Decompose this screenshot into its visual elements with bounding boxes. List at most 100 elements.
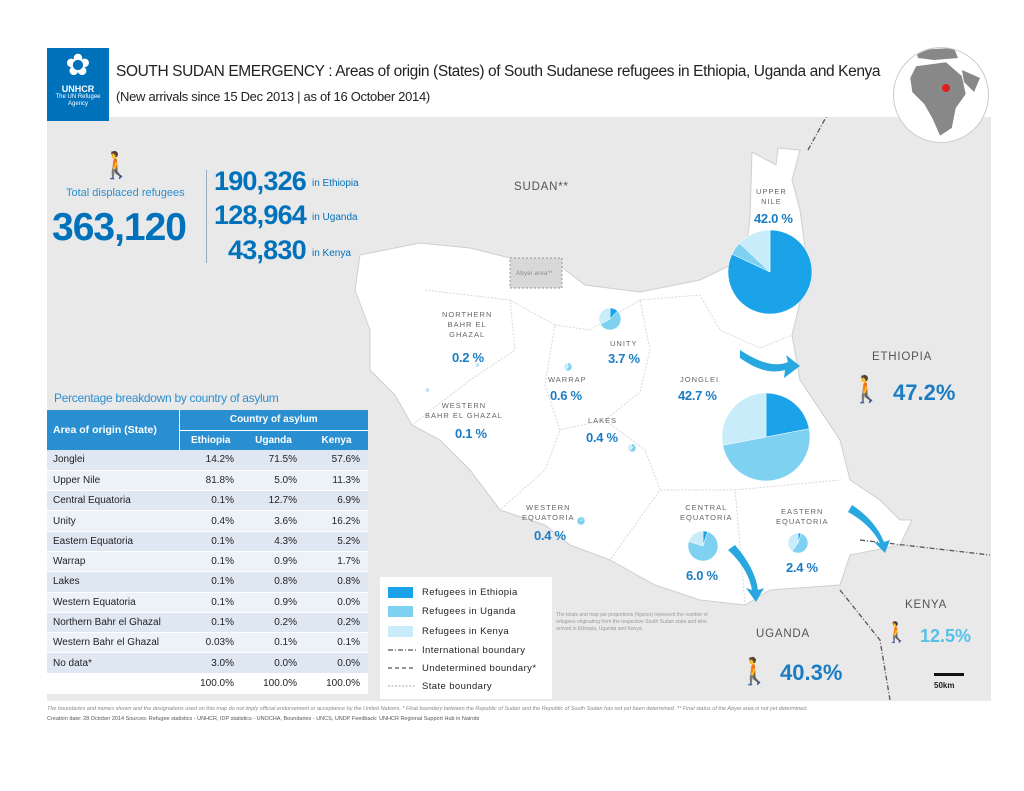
locator-globe	[893, 47, 989, 143]
europe-shape	[916, 48, 958, 60]
table-title: Percentage breakdown by country of asylu…	[54, 391, 279, 405]
legend-ethiopia: Refugees in Ethiopia	[422, 587, 518, 598]
south-sudan-marker	[942, 84, 950, 92]
state-share-warrap: 0.6 %	[550, 388, 582, 403]
legend-swatch-kenya	[388, 626, 413, 637]
logo-name: UNHCR	[61, 84, 95, 94]
kenya-count-label: in Kenya	[312, 248, 351, 259]
state-label-upper-nile: UPPER NILE	[756, 187, 787, 206]
pie-slice-central-equatoria	[688, 530, 704, 547]
cell-area: Western Equatoria	[47, 592, 179, 613]
cell-value: 5.0%	[242, 470, 305, 492]
page-subtitle: (New arrivals since 15 Dec 2013 | as of …	[116, 89, 430, 104]
cell-value: 71.5%	[242, 450, 305, 471]
state-label-unity: UNITY	[610, 339, 638, 348]
pie-slice-warrap	[563, 362, 569, 371]
disclaimer: The boundaries and names shown and the d…	[47, 706, 808, 712]
table-row: Central Equatoria 0.1% 12.7% 6.9%	[47, 490, 368, 512]
cell-area: No data*	[47, 652, 179, 674]
cell-value: 0.1%	[179, 490, 242, 512]
legend-uganda: Refugees in Uganda	[422, 606, 516, 617]
cell-value: 0.4%	[179, 510, 242, 532]
state-share-upper-nile: 42.0 %	[754, 211, 793, 226]
cell-value: 0.1%	[179, 592, 242, 613]
pie-slice-jonglei	[721, 392, 767, 446]
cell-value: 0.1%	[179, 531, 242, 552]
ethiopia-count: 190,326	[214, 166, 307, 196]
ethiopia-count-label: in Ethiopia	[312, 178, 359, 189]
pie-slice-eastern-equatoria	[787, 532, 799, 552]
table-row: Jonglei 14.2% 71.5% 57.6%	[47, 450, 368, 471]
uganda-count: 128,964	[214, 200, 307, 230]
breakdown-table: Area of origin (State) Country of asylum…	[47, 410, 368, 695]
state-share-eastern-equatoria: 2.4 %	[786, 560, 818, 575]
logo-subtitle: The UN Refugee Agency	[55, 94, 101, 107]
table-row: Lakes 0.1% 0.8% 0.8%	[47, 571, 368, 593]
state-share-central-equatoria: 6.0 %	[686, 568, 718, 583]
cell-area: Jonglei	[47, 450, 179, 471]
uganda-count-label: in Uganda	[312, 212, 358, 223]
pie-slice-lakes	[627, 443, 633, 452]
header-uganda: Uganda	[242, 430, 305, 450]
table-row: Unity 0.4% 3.6% 16.2%	[47, 510, 368, 532]
unhcr-logo: ✿ UNHCR The UN Refugee Agency	[47, 48, 109, 121]
flow-arrows	[728, 350, 890, 602]
state-label-western-bahr-el-ghazal: WESTERN BAHR EL GHAZAL	[425, 401, 503, 420]
state-boundaries	[411, 289, 841, 606]
cell-value: 12.7%	[242, 490, 305, 512]
kenya-label: KENYA	[905, 599, 948, 611]
legend-swatch-uganda	[388, 606, 413, 617]
scale-bar	[934, 673, 964, 676]
cell-value: 0.1%	[179, 612, 242, 634]
state-pies	[424, 229, 813, 562]
cell-empty	[47, 673, 179, 695]
state-label-western-equatoria: WESTERN EQUATORIA	[522, 503, 575, 522]
credits: Creation date: 28 October 2014 Sources: …	[47, 716, 480, 722]
state-share-jonglei: 42.7 %	[678, 388, 717, 403]
table-total-row: 100.0% 100.0% 100.0%	[47, 673, 368, 695]
cell-area: Central Equatoria	[47, 490, 179, 512]
state-share-western-bahr-el-ghazal: 0.1 %	[455, 426, 487, 441]
table-body: Jonglei 14.2% 71.5% 57.6% Upper Nile 81.8% 5.0…	[47, 450, 368, 695]
page-title: SOUTH SUDAN EMERGENCY : Areas of origin …	[116, 63, 881, 80]
cell-value: 0.8%	[305, 571, 368, 593]
cell-value: 0.03%	[179, 632, 242, 654]
state-label-warrap: WARRAP	[548, 375, 587, 384]
table-row: Northern Bahr el Ghazal 0.1% 0.2% 0.2%	[47, 612, 368, 634]
state-label-jonglei: JONGLEI	[680, 375, 720, 384]
uganda-label: UGANDA	[756, 628, 811, 640]
cell-value: 5.2%	[305, 531, 368, 552]
ethiopia-share: 47.2%	[893, 380, 956, 405]
cell-value: 0.9%	[242, 551, 305, 573]
ethiopia-refugee-icon: 🚶	[850, 374, 883, 404]
legend-line-samples	[388, 649, 416, 687]
arabia-shape	[962, 70, 980, 92]
state-label-eastern-equatoria: EASTERN EQUATORIA	[776, 507, 829, 526]
cell-area: Lakes	[47, 571, 179, 593]
cell-value: 0.1%	[179, 551, 242, 573]
state-label-northern-bahr-el-ghazal: NORTHERN BAHR EL GHAZAL	[442, 310, 493, 339]
table-row: No data* 3.0% 0.0% 0.0%	[47, 652, 368, 674]
cell-area: Western Bahr el Ghazal	[47, 632, 179, 654]
pie-slice-upper-nile	[739, 229, 771, 273]
scale-label: 50km	[934, 681, 955, 690]
kenya-share: 12.5%	[920, 626, 972, 646]
pie-slice-western-equatoria	[576, 516, 586, 526]
cell-area: Warrap	[47, 551, 179, 573]
legend-state-boundary: State boundary	[422, 681, 493, 692]
cell-value: 11.3%	[305, 470, 368, 492]
legend-undetermined-boundary: Undetermined boundary*	[422, 663, 537, 674]
state-label-central-equatoria: CENTRAL EQUATORIA	[680, 503, 733, 522]
legend-swatch-ethiopia	[388, 587, 413, 598]
summary-divider	[206, 170, 207, 263]
table-row: Western Equatoria 0.1% 0.9% 0.0%	[47, 592, 368, 613]
uganda-refugee-icon: 🚶	[738, 656, 771, 686]
cell-value: 0.1%	[242, 632, 305, 654]
cell-total: 100.0%	[242, 673, 305, 695]
uganda-share: 40.3%	[780, 660, 843, 685]
unhcr-emblem-icon: ✿	[65, 49, 91, 82]
cell-value: 0.1%	[305, 632, 368, 654]
cell-value: 3.0%	[179, 652, 242, 674]
state-label-lakes: LAKES	[588, 416, 618, 425]
